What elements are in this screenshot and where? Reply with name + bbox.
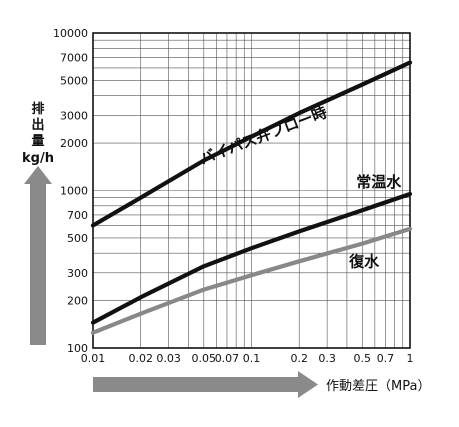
x-tick-label: 0.05 (192, 352, 217, 365)
y-tick-label: 2000 (60, 137, 88, 150)
x-axis-title: 作動差圧（MPa） (326, 379, 430, 394)
x-tick-label: 0.02 (128, 352, 153, 365)
x-tick-label: 0.7 (377, 352, 395, 365)
series-label-bypass: バイパス弁ブロー時 (197, 103, 329, 168)
y-tick-label: 5000 (60, 74, 88, 87)
y-tick-label: 1000 (60, 185, 88, 198)
series-line-1 (90, 191, 413, 325)
y-axis-label-char: 量 (31, 134, 44, 149)
x-tick-label: 0.3 (318, 352, 336, 365)
x-axis-arrow-shaft (93, 377, 300, 392)
y-axis-arrow-shaft (30, 180, 46, 345)
series-label-normal-temp-water: 常温水 (356, 173, 402, 191)
x-tick-label: 0.07 (215, 352, 240, 365)
series-layer (90, 60, 413, 335)
y-axis-label-char: 出 (31, 117, 44, 133)
x-tick-label: 0.01 (81, 352, 106, 365)
y-axis-label-char: 排 (31, 101, 44, 117)
y-tick-label: 200 (67, 295, 88, 308)
plot-frame (92, 32, 411, 349)
x-tick-label: 0.03 (156, 352, 181, 365)
y-tick-label: 100 (67, 342, 88, 355)
y-axis-label-unit: kg/h (22, 151, 54, 166)
y-tick-label: 300 (67, 267, 88, 280)
x-tick-label: 0.2 (290, 352, 308, 365)
x-tick-label: 0.1 (243, 352, 261, 365)
x-tick-label: 0.5 (354, 352, 372, 365)
y-tick-label: 7000 (60, 51, 88, 64)
y-axis-arrow-head (24, 166, 52, 184)
series-line-2 (90, 226, 413, 335)
y-tick-label: 10000 (53, 27, 88, 40)
y-tick-label: 500 (67, 232, 88, 245)
y-tick-label: 3000 (60, 109, 88, 122)
series-label-condensate: 復水 (348, 252, 380, 270)
grid (24, 32, 411, 398)
series-line-0 (90, 60, 413, 228)
x-tick-label: 1 (407, 352, 414, 365)
y-tick-label: 700 (67, 209, 88, 222)
x-axis-arrow-head (298, 371, 318, 398)
